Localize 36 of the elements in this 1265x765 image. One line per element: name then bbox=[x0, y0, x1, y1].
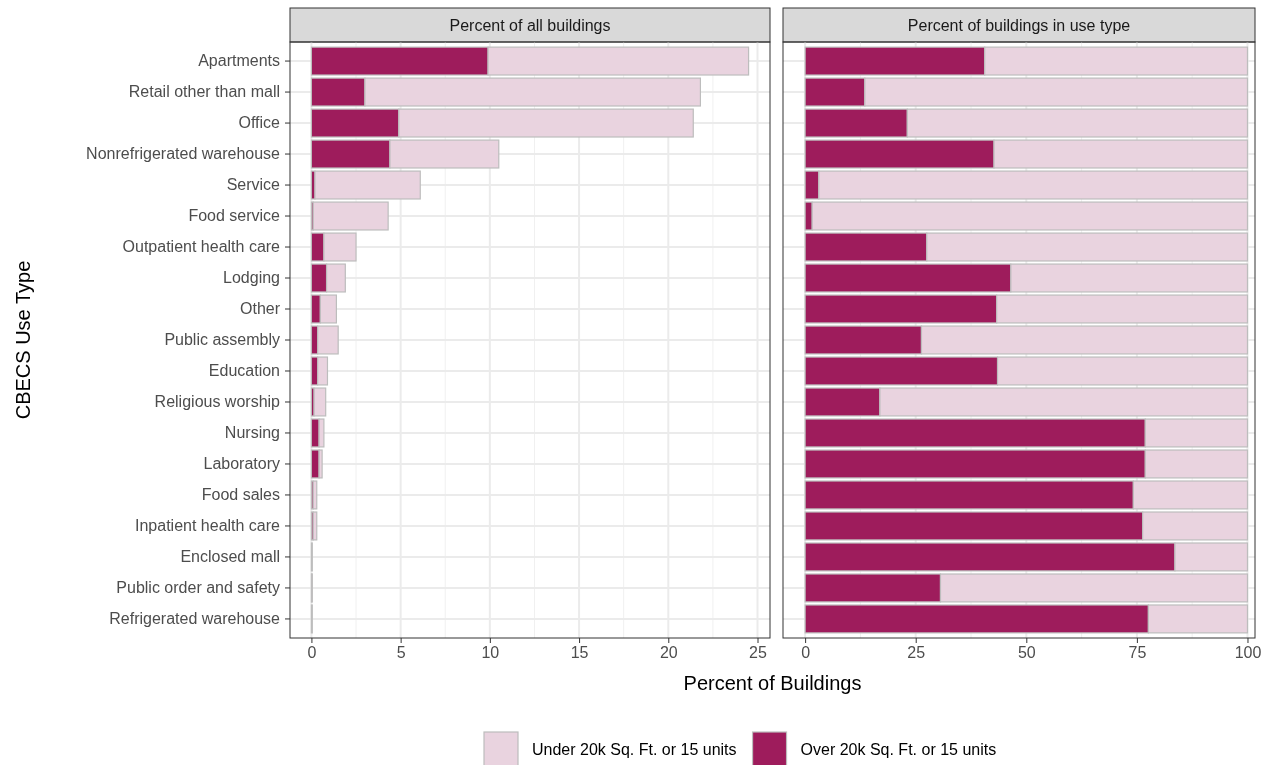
chart-title: Percent of all buildings bbox=[449, 17, 611, 34]
y-tick-label: Lodging bbox=[223, 269, 280, 287]
y-tick-label: Food sales bbox=[201, 486, 280, 504]
x-tick-label: 20 bbox=[659, 644, 678, 662]
y-tick-label: Outpatient health care bbox=[122, 238, 281, 256]
y-tick-label: Public assembly bbox=[164, 331, 280, 349]
y-tick-label: Retail other than mall bbox=[128, 83, 280, 101]
x-axis-title: Percent of Buildings bbox=[683, 672, 862, 694]
x-tick-label: 25 bbox=[907, 644, 926, 662]
x-tick-label: 10 bbox=[481, 644, 500, 662]
y-tick-label: Nursing bbox=[224, 424, 280, 442]
y-tick-label: Religious worship bbox=[154, 393, 281, 411]
y-tick-label: Public order and safety bbox=[116, 579, 280, 597]
legend-label: Under 20k Sq. Ft. or 15 units bbox=[532, 741, 737, 758]
x-tick-label: 50 bbox=[1017, 644, 1036, 662]
y-tick-label: Food service bbox=[188, 207, 281, 225]
x-tick-label: 25 bbox=[749, 644, 768, 662]
y-tick-label: Laboratory bbox=[203, 455, 280, 473]
y-tick-label: Other bbox=[239, 300, 281, 318]
x-tick-label: 15 bbox=[570, 644, 589, 662]
x-tick-label: 0 bbox=[801, 644, 811, 662]
x-tick-label: 75 bbox=[1128, 644, 1147, 662]
y-tick-label: Service bbox=[226, 176, 281, 194]
legend-label: Over 20k Sq. Ft. or 15 units bbox=[800, 741, 997, 758]
y-axis-title: CBECS Use Type bbox=[12, 260, 34, 420]
y-tick-label: Apartments bbox=[198, 52, 280, 70]
y-tick-label: Education bbox=[208, 362, 280, 380]
y-tick-label: Enclosed mall bbox=[180, 548, 280, 566]
x-tick-label: 100 bbox=[1234, 644, 1262, 662]
x-tick-label: 5 bbox=[396, 644, 406, 662]
y-tick-label: Inpatient health care bbox=[135, 517, 281, 535]
y-tick-label: Nonrefrigerated warehouse bbox=[86, 145, 281, 163]
x-tick-label: 0 bbox=[307, 644, 317, 662]
chart-title: Percent of buildings in use type bbox=[907, 17, 1131, 34]
y-tick-label: Refrigerated warehouse bbox=[109, 610, 281, 628]
y-tick-label: Office bbox=[238, 114, 281, 132]
